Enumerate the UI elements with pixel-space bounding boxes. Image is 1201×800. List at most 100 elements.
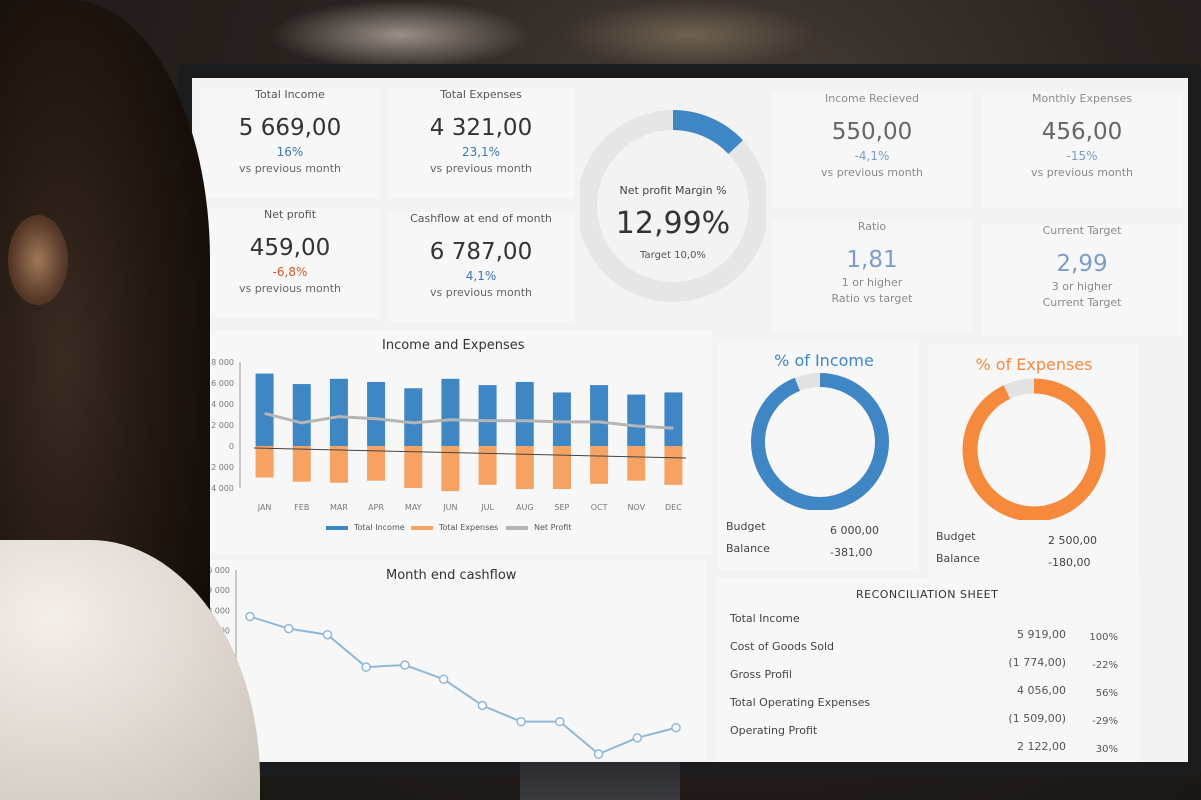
balance-value: -381,00 <box>830 546 873 559</box>
reconciliation-pct: -22% <box>1092 660 1118 671</box>
net-margin-donut: Net profit Margin % 12,99% Target 10,0% <box>577 110 769 302</box>
y-tick-label: - 4 000 <box>206 484 234 493</box>
income-bar <box>664 392 683 446</box>
income-bar <box>590 385 609 446</box>
budget-value: 2 500,00 <box>1048 534 1097 547</box>
income-bar <box>329 378 348 446</box>
expense-bar <box>515 446 534 490</box>
y-tick-label: 8 000 <box>211 358 234 367</box>
budget-value: 6 000,00 <box>830 524 879 537</box>
reconciliation-value: (1 774,00) <box>1008 656 1066 669</box>
expense-bar <box>627 446 646 481</box>
x-tick-label: FEB <box>294 503 309 512</box>
x-tick-label: OCT <box>591 503 608 512</box>
reconciliation-label: Total Operating Expenses <box>730 696 871 709</box>
net-margin-title: Net profit Margin % <box>619 184 726 197</box>
reconciliation-pct: 30% <box>1095 744 1118 755</box>
net-profit-line <box>264 411 674 430</box>
kpi-value: 456,00 <box>1041 119 1123 145</box>
kpi-title: Total Income <box>255 88 325 101</box>
reconciliation-pct: 100% <box>1089 632 1118 643</box>
expense-bar <box>664 446 683 485</box>
expense-bar <box>329 446 348 483</box>
kpi-title: Net profit <box>263 208 317 221</box>
expense-bar <box>590 446 609 484</box>
kpi-title: Total Expenses <box>440 88 522 101</box>
expense-bar <box>552 446 571 490</box>
cashflow-point <box>593 749 604 759</box>
y-tick-label: 8 000 <box>207 606 230 615</box>
y-tick-label: 2 000 <box>211 421 234 430</box>
balance-label: Balance <box>726 542 770 555</box>
income-bar <box>255 373 274 446</box>
expense-bar <box>367 446 386 481</box>
x-tick-label: APR <box>368 503 384 512</box>
reconciliation-label: Total Income <box>730 612 800 625</box>
x-tick-label: JAN <box>257 503 272 512</box>
cashflow-point <box>400 660 410 670</box>
income-bar <box>515 381 534 446</box>
x-tick-label: DEC <box>665 503 682 512</box>
kpi-line1: 1 or higher <box>841 276 903 289</box>
income-expenses-chart: 8 000 6 000 4 000 2 000 0 - 2 000 - 4 000 JAN FE… <box>206 358 687 532</box>
kpi-value: 5 669,00 <box>238 115 342 141</box>
budget-label: Budget <box>936 530 976 543</box>
y-tick-label: - 2 000 <box>206 463 234 472</box>
x-tick-label: AUG <box>516 503 534 512</box>
cashflow-point <box>322 629 333 640</box>
net-margin-target: Target 10,0% <box>639 250 706 261</box>
pct-income-panel: % of Income Budget 6 000,00 Balance -381… <box>718 340 918 570</box>
reconciliation-panel: RECONCILIATION SHEET Total Income 5 919,0… <box>716 578 1140 762</box>
reconciliation-pct: -29% <box>1092 716 1118 727</box>
cashflow-point <box>477 700 488 711</box>
reconciliation-value: 5 919,00 <box>1017 628 1066 641</box>
y-tick-label: 0 <box>229 442 234 451</box>
person-ear <box>8 215 68 305</box>
kpi-total-income: Total Income 5 669,00 16% vs previous mo… <box>200 88 380 198</box>
cashflow-point <box>283 623 294 634</box>
budget-label: Budget <box>726 520 766 533</box>
kpi-value: 2,99 <box>1056 251 1108 277</box>
cashflow-point <box>555 716 565 727</box>
kpi-change: 4,1% <box>465 269 497 283</box>
x-tick-label: JUL <box>480 503 494 512</box>
legend-label: Total Income <box>353 523 405 532</box>
kpi-sub: vs previous month <box>430 162 532 175</box>
balance-label: Balance <box>936 552 980 565</box>
kpi-sub: vs previous month <box>239 282 341 295</box>
x-tick-label: JUN <box>442 503 457 512</box>
net-margin-panel: Net profit Margin % 12,99% Target 10,0% <box>577 88 769 324</box>
cashflow-point <box>671 722 681 733</box>
kpi-change: -15% <box>1066 149 1098 163</box>
income-bar <box>367 381 386 446</box>
kpi-title: Cashflow at end of month <box>410 212 552 225</box>
pct-expenses-arc <box>962 378 1106 522</box>
reconciliation-label: Gross Profil <box>730 668 792 681</box>
kpi-cashflow: Cashflow at end of month 6 787,00 4,1% v… <box>388 212 574 322</box>
x-tick-label: SEP <box>554 503 569 512</box>
kpi-line1: 3 or higher <box>1051 280 1113 293</box>
net-margin-value: 12,99% <box>616 206 730 241</box>
net-margin-arc <box>577 110 769 302</box>
kpi-income-received: Income Recieved 550,00 -4,1% vs previous… <box>772 92 972 207</box>
kpi-title: Income Recieved <box>824 92 920 105</box>
income-bar <box>404 388 423 446</box>
y-tick-label: 9 000 <box>207 586 230 595</box>
reconciliation-value: 4 056,00 <box>1017 684 1066 697</box>
kpi-current-target: Current Target 2,99 3 or higher Current … <box>982 224 1182 336</box>
pct-expenses-title: % of Expenses <box>975 355 1092 374</box>
reconciliation-label: Cost of Goods Sold <box>730 640 834 653</box>
kpi-value: 1,81 <box>846 247 898 273</box>
legend-swatch <box>411 526 433 530</box>
cashflow-point <box>516 716 526 727</box>
monitor-stand <box>520 762 680 800</box>
pct-income-title: % of Income <box>774 351 874 370</box>
kpi-title: Current Target <box>1042 224 1122 237</box>
kpi-sub: vs previous month <box>430 286 532 299</box>
reconciliation-pct: 56% <box>1095 688 1118 699</box>
income-bar <box>441 378 460 446</box>
kpi-sub: vs previous month <box>239 162 341 175</box>
expense-bar <box>441 446 460 492</box>
reconciliation-value: 2 122,00 <box>1017 740 1066 753</box>
cashflow-point <box>245 611 255 622</box>
